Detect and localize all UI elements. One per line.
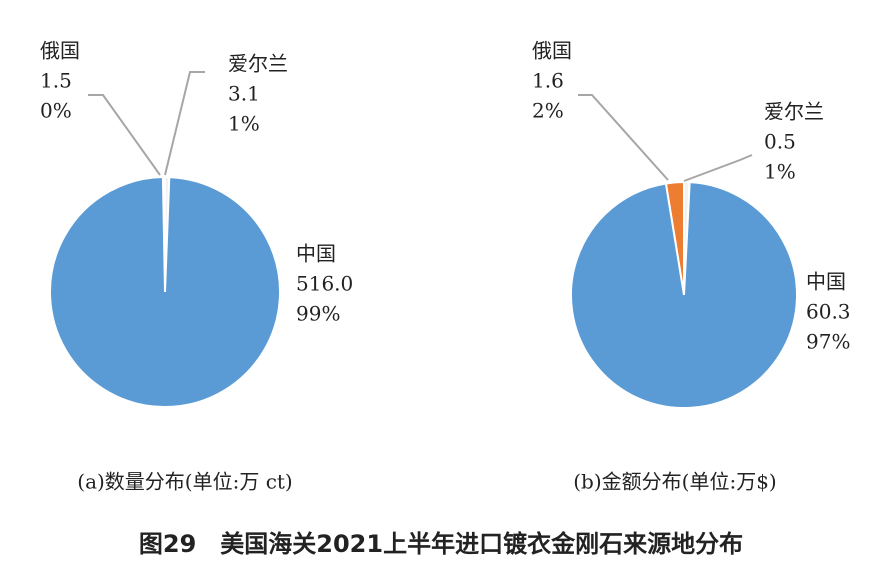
slice-value: 516.0 xyxy=(296,272,353,296)
slice-category: 俄国 xyxy=(40,39,80,63)
figure-title: 图29 美国海关2021上半年进口镀衣金刚石来源地分布 xyxy=(139,530,743,558)
slice-value: 60.3 xyxy=(806,300,851,324)
pie-slice xyxy=(49,175,282,408)
slice-category: 爱尔兰 xyxy=(228,52,288,76)
pie-slice xyxy=(570,181,798,409)
chart-caption: (a)数量分布(单位:万 ct) xyxy=(77,470,292,494)
leader-line xyxy=(164,71,205,176)
slice-percent: 2% xyxy=(532,99,564,123)
slice-value: 1.6 xyxy=(532,69,564,93)
slice-percent: 0% xyxy=(40,99,72,123)
slice-category: 俄国 xyxy=(532,39,572,63)
slice-value: 1.5 xyxy=(40,69,72,93)
chart-caption: (b)金额分布(单位:万$) xyxy=(573,470,776,494)
leader-line xyxy=(578,94,669,181)
slice-percent: 1% xyxy=(764,160,796,184)
slice-value: 0.5 xyxy=(764,130,796,154)
slice-percent: 99% xyxy=(296,302,340,326)
slice-value: 3.1 xyxy=(228,82,260,106)
slice-category: 爱尔兰 xyxy=(764,100,824,124)
leader-line xyxy=(88,94,161,176)
leader-line xyxy=(683,154,753,182)
slice-category: 中国 xyxy=(806,270,846,294)
slice-category: 中国 xyxy=(296,242,336,266)
slice-percent: 1% xyxy=(228,112,260,136)
slice-percent: 97% xyxy=(806,330,850,354)
